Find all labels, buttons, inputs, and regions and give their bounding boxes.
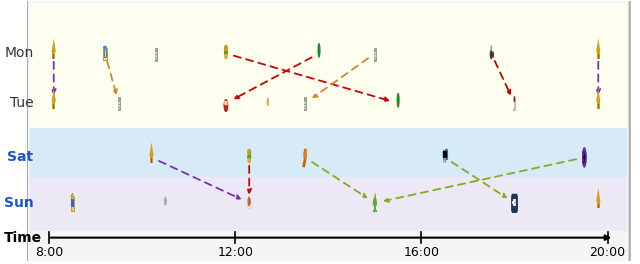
FancyBboxPatch shape (596, 201, 600, 208)
FancyBboxPatch shape (53, 54, 54, 59)
Ellipse shape (306, 149, 307, 153)
Text: Sun: Sun (4, 196, 33, 210)
Ellipse shape (304, 149, 307, 161)
Ellipse shape (165, 204, 166, 206)
Ellipse shape (583, 150, 584, 154)
Ellipse shape (267, 97, 269, 106)
Polygon shape (52, 88, 56, 102)
Ellipse shape (247, 202, 252, 209)
Polygon shape (513, 96, 516, 102)
FancyBboxPatch shape (443, 150, 446, 159)
Text: 20:00: 20:00 (589, 246, 626, 259)
Text: 8:00: 8:00 (35, 246, 63, 259)
Polygon shape (164, 196, 166, 204)
FancyBboxPatch shape (52, 101, 55, 109)
FancyBboxPatch shape (103, 48, 107, 60)
Ellipse shape (583, 156, 584, 159)
FancyBboxPatch shape (445, 150, 446, 157)
Polygon shape (149, 142, 154, 156)
Ellipse shape (490, 50, 492, 59)
Ellipse shape (582, 148, 586, 167)
Text: Mon: Mon (4, 46, 33, 60)
Ellipse shape (248, 196, 250, 206)
Text: 16:00: 16:00 (403, 246, 440, 259)
Text: Tue: Tue (10, 96, 33, 110)
Text: 12:00: 12:00 (217, 246, 253, 259)
Ellipse shape (317, 43, 321, 58)
FancyBboxPatch shape (304, 97, 307, 110)
FancyBboxPatch shape (29, 128, 627, 185)
Ellipse shape (247, 155, 252, 158)
Ellipse shape (585, 156, 586, 159)
Text: Time: Time (4, 231, 42, 245)
Polygon shape (596, 88, 600, 102)
Ellipse shape (584, 161, 585, 164)
Ellipse shape (445, 159, 446, 163)
Ellipse shape (247, 158, 251, 163)
Ellipse shape (374, 193, 376, 201)
Ellipse shape (583, 161, 584, 164)
FancyBboxPatch shape (151, 158, 152, 163)
Ellipse shape (584, 153, 585, 162)
Text: Sat: Sat (8, 150, 33, 164)
FancyBboxPatch shape (511, 194, 517, 213)
FancyBboxPatch shape (118, 97, 120, 110)
FancyBboxPatch shape (374, 48, 376, 60)
Polygon shape (103, 46, 107, 49)
FancyBboxPatch shape (71, 199, 74, 207)
Ellipse shape (250, 198, 251, 203)
FancyBboxPatch shape (71, 197, 74, 210)
FancyBboxPatch shape (150, 155, 153, 163)
FancyBboxPatch shape (104, 49, 106, 57)
Ellipse shape (247, 149, 252, 157)
Ellipse shape (397, 93, 400, 108)
Polygon shape (52, 38, 56, 52)
FancyBboxPatch shape (27, 0, 630, 264)
Polygon shape (71, 193, 74, 197)
Polygon shape (596, 188, 600, 201)
FancyBboxPatch shape (596, 51, 600, 59)
FancyBboxPatch shape (52, 51, 55, 59)
Ellipse shape (224, 51, 228, 56)
FancyBboxPatch shape (29, 3, 627, 136)
Polygon shape (596, 38, 600, 52)
Ellipse shape (224, 45, 228, 53)
FancyBboxPatch shape (53, 104, 54, 109)
Ellipse shape (584, 150, 585, 154)
FancyBboxPatch shape (596, 101, 600, 109)
FancyBboxPatch shape (29, 177, 627, 231)
Ellipse shape (224, 54, 228, 59)
Ellipse shape (224, 51, 228, 54)
Ellipse shape (247, 155, 251, 160)
FancyBboxPatch shape (155, 48, 157, 60)
Ellipse shape (224, 100, 228, 112)
